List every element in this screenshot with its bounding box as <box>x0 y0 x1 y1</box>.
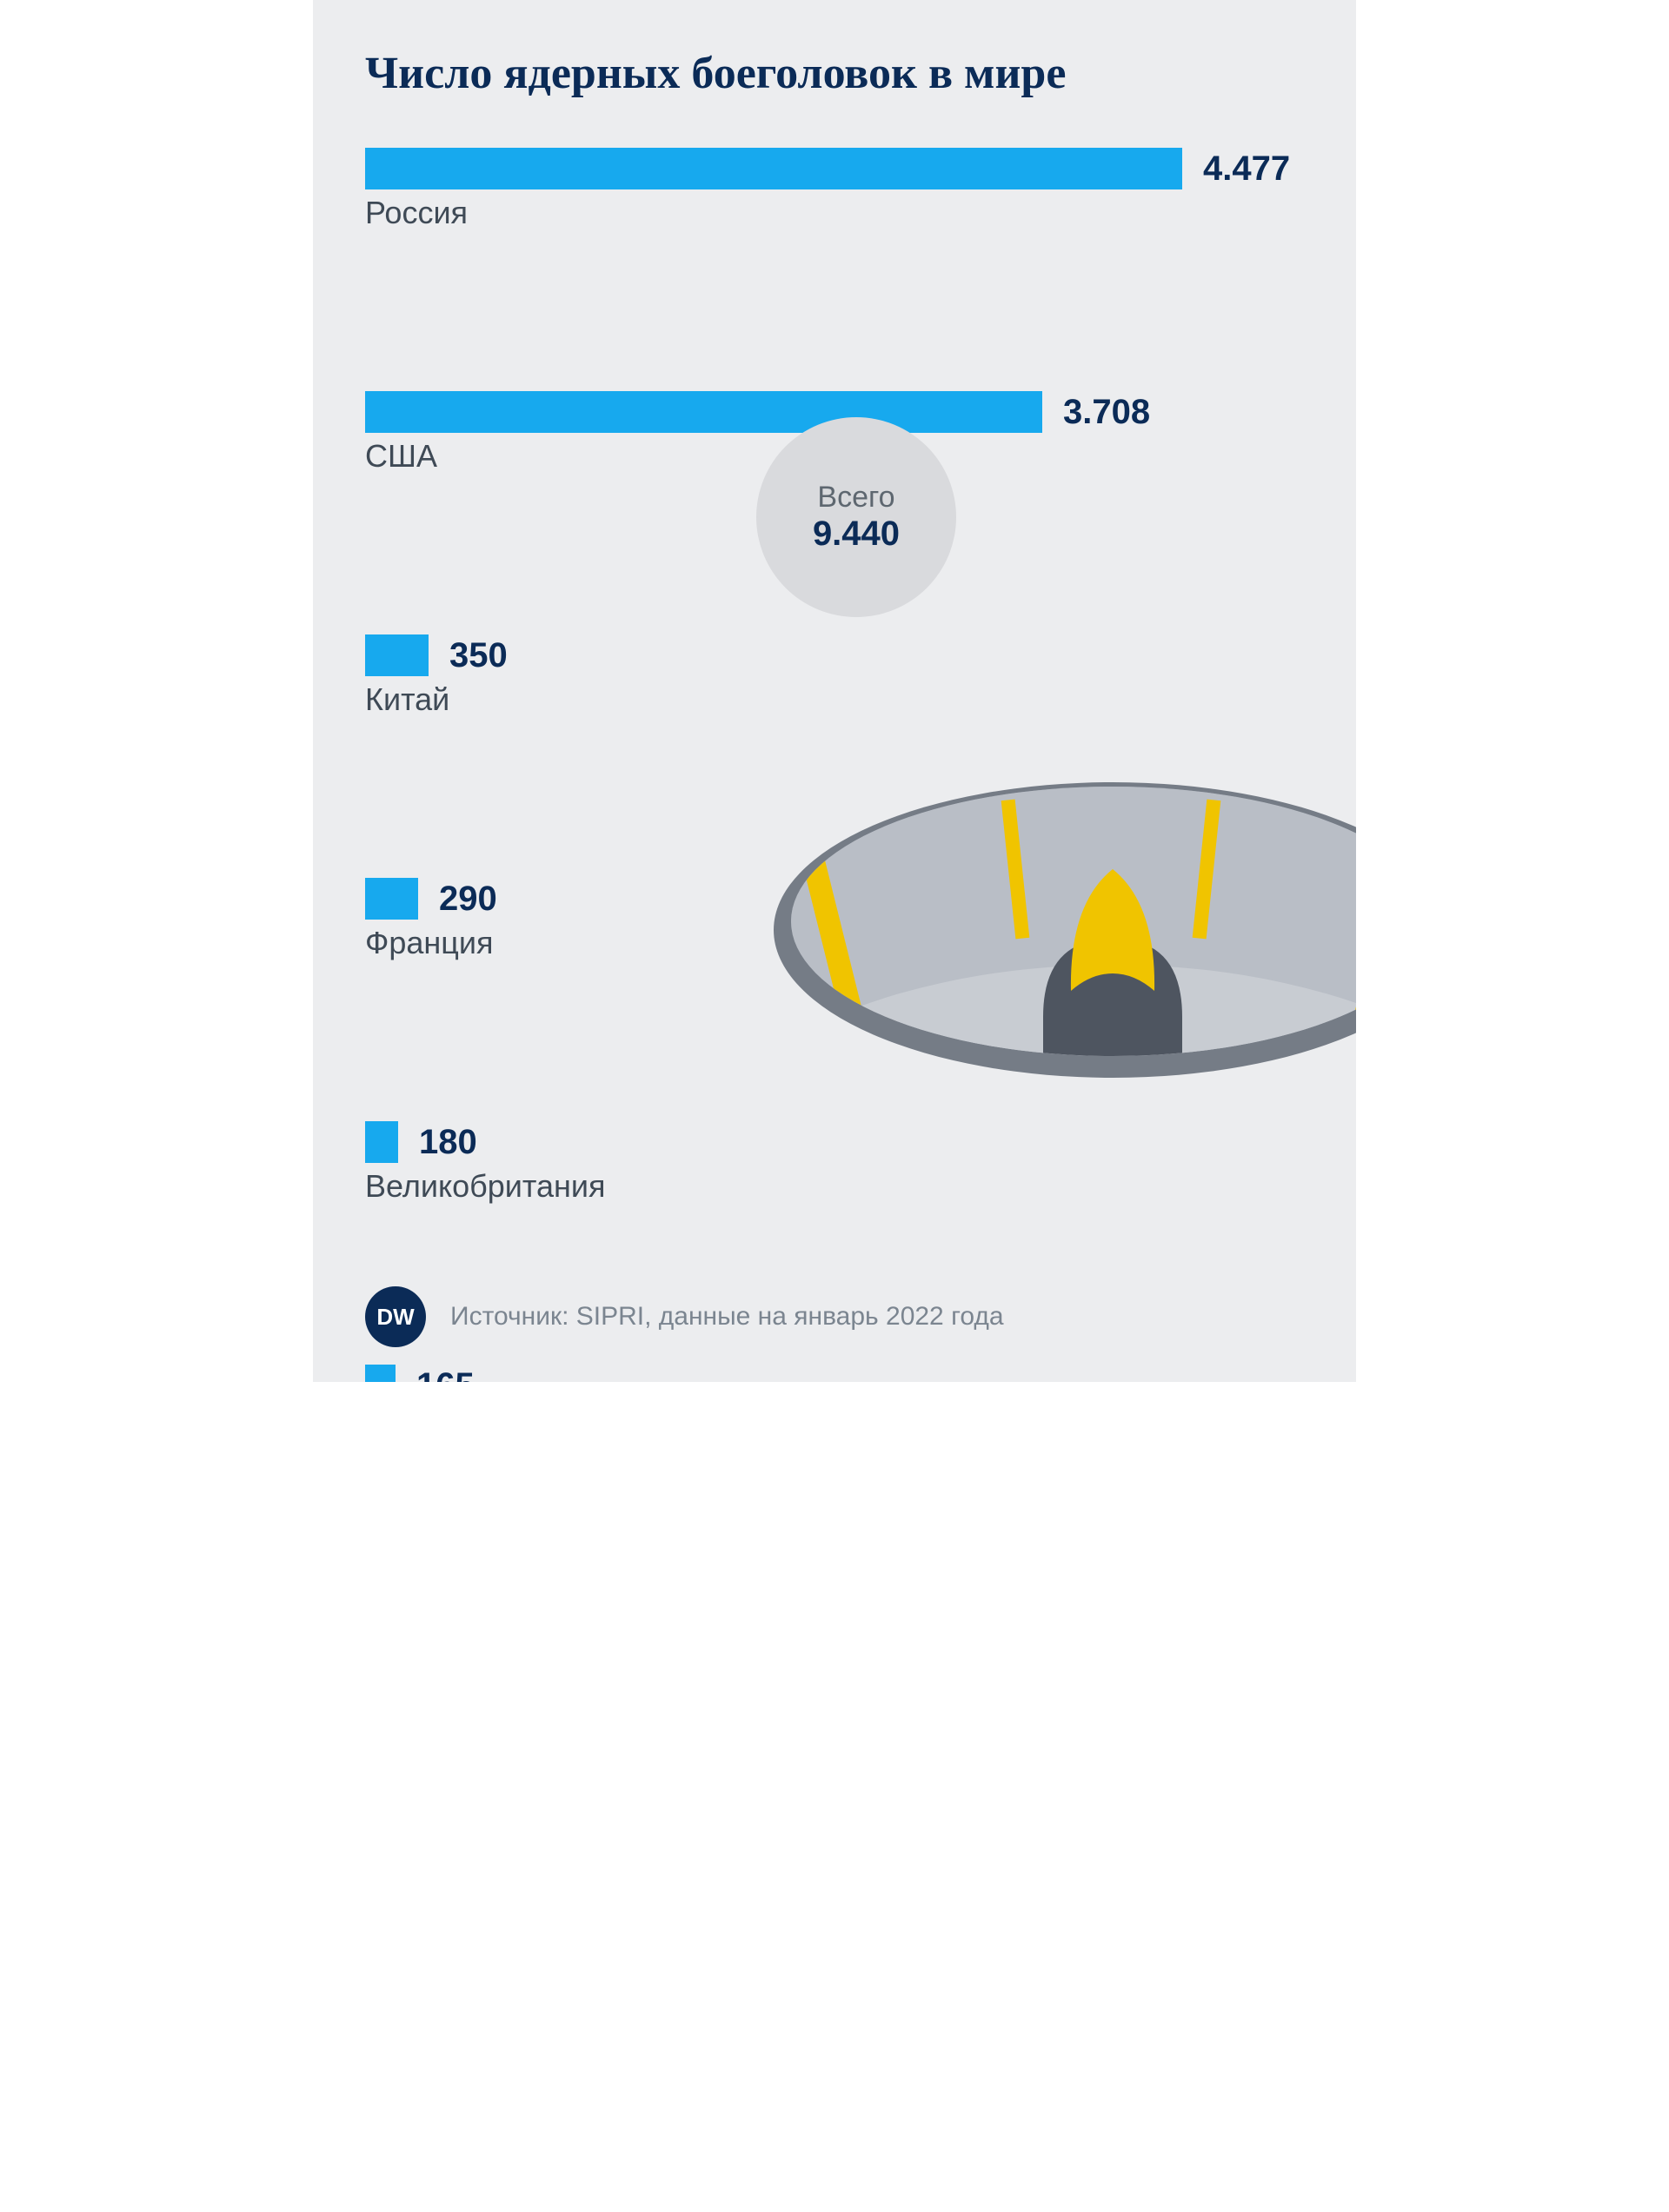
bar-row: 4.477 Россия <box>365 148 1304 269</box>
bar <box>365 1121 398 1163</box>
infographic-card: Число ядерных боеголовок в мире 4.477 Рос… <box>313 0 1356 1382</box>
bar <box>365 1365 396 1382</box>
bar-label: США <box>365 438 437 475</box>
dw-logo-icon: DW <box>365 1286 426 1347</box>
bar-value: 4.477 <box>1203 149 1290 189</box>
bar <box>365 391 1042 433</box>
bar-label: Россия <box>365 195 468 231</box>
total-circle: Всего 9.440 <box>756 417 956 617</box>
page-title: Число ядерных боеголовок в мире <box>365 48 1066 99</box>
bar-row: 350Китай <box>365 634 1304 756</box>
bar-value: 290 <box>439 880 497 919</box>
bar-value: 3.708 <box>1063 393 1150 432</box>
bar-row: 165Пакистан <box>365 1365 1304 1382</box>
missile-silo-illustration <box>748 756 1356 1243</box>
bar-value: 165 <box>416 1366 475 1382</box>
total-value: 9.440 <box>813 515 900 554</box>
total-label: Всего <box>817 481 894 515</box>
bar-label: Франция <box>365 925 494 961</box>
bar <box>365 148 1182 189</box>
footer: DW Источник: SIPRI, данные на январь 202… <box>365 1286 1004 1347</box>
bar-value: 180 <box>419 1123 477 1162</box>
source-text: Источник: SIPRI, данные на январь 2022 г… <box>450 1302 1004 1332</box>
bar <box>365 634 429 676</box>
bar-value: 350 <box>449 636 508 675</box>
bar-label: Великобритания <box>365 1168 605 1205</box>
bar <box>365 878 418 920</box>
bar-label: Китай <box>365 681 449 718</box>
